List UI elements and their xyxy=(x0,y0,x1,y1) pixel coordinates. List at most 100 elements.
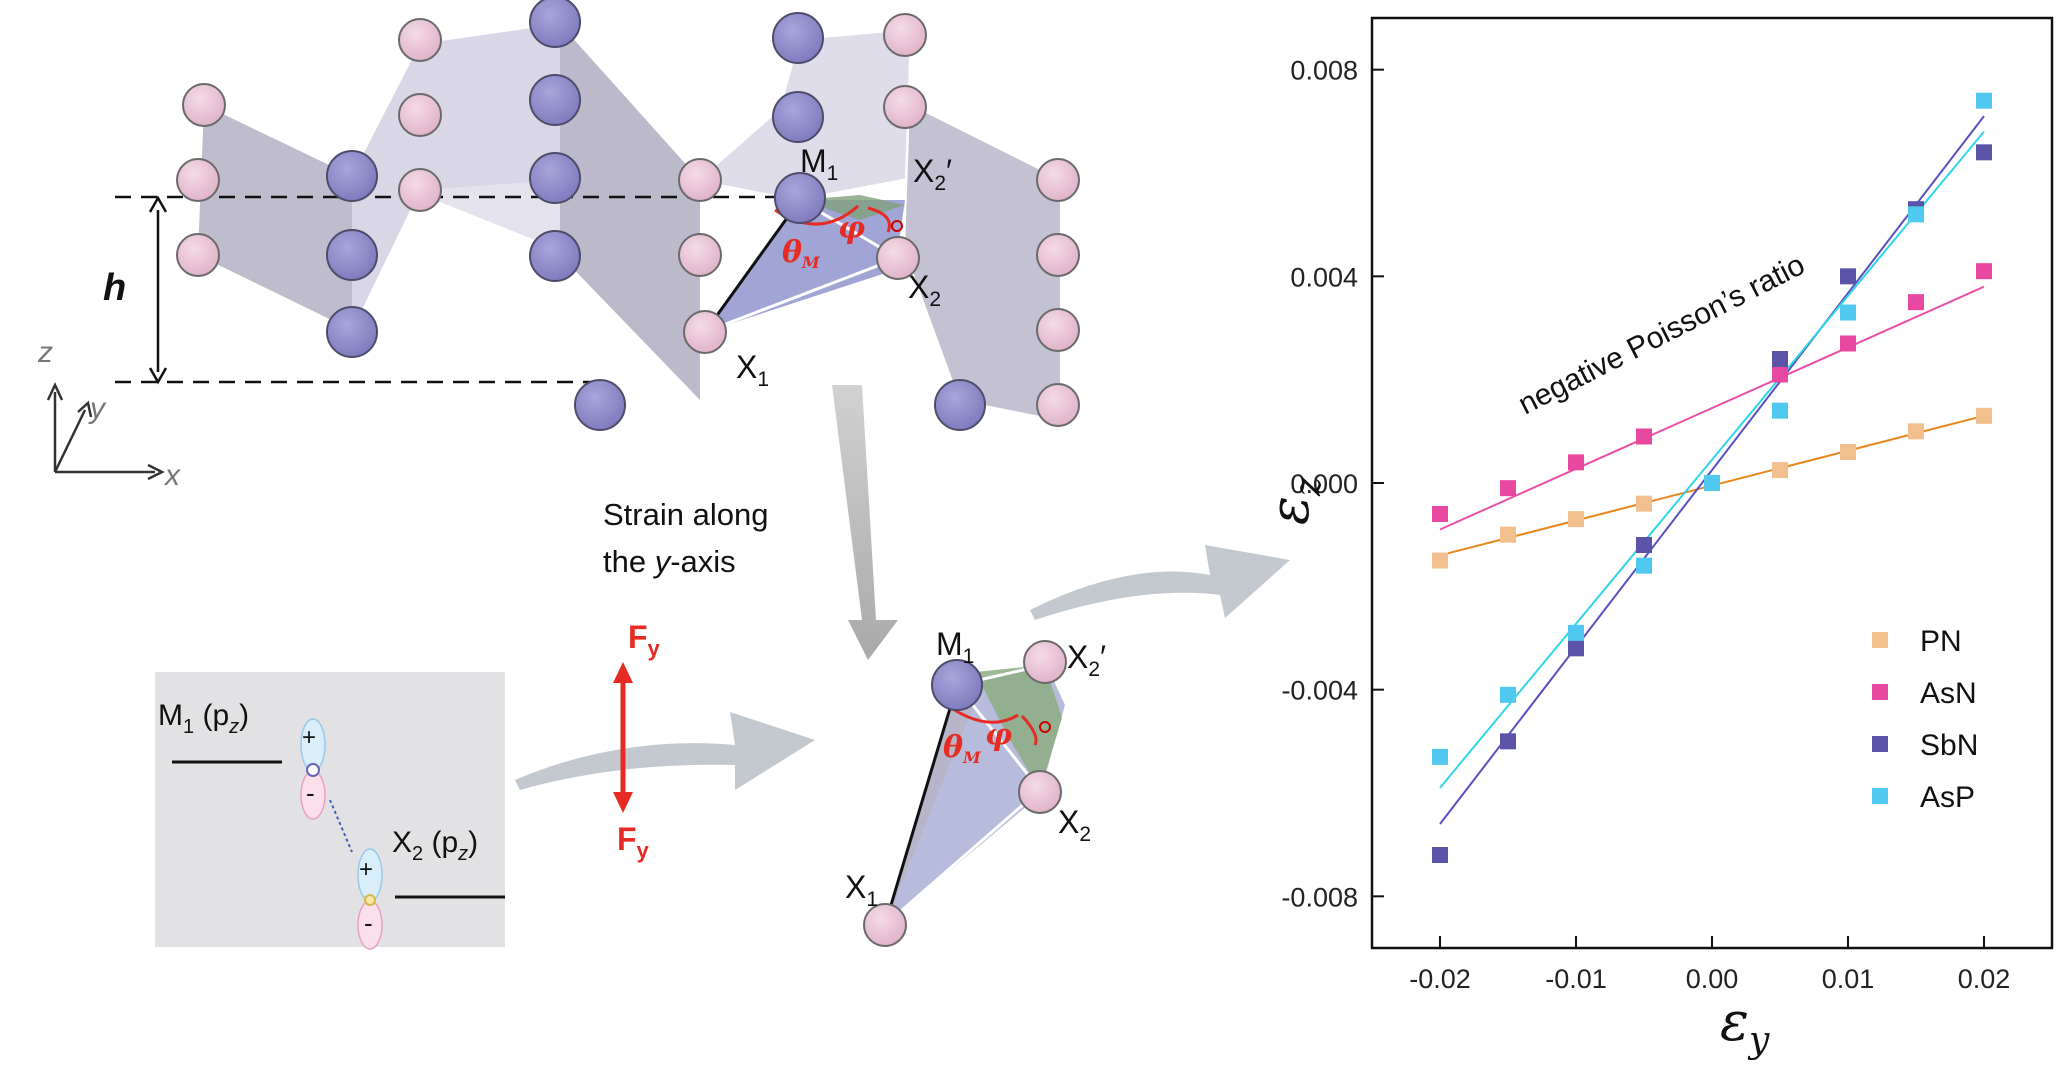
poisson-chart: -0.02 -0.01 0.00 0.01 0.02 0.008 0.004 0.000 -0.… xyxy=(1258,16,2054,1061)
data-point-sbn xyxy=(1432,847,1448,863)
strained-bond-x1-x2 xyxy=(884,788,1041,927)
label-m1: M1 xyxy=(800,143,838,185)
label-phi: φ xyxy=(838,211,865,246)
force-head-bottom xyxy=(613,792,633,813)
data-point-asn xyxy=(1568,454,1584,471)
force-label-top: Fy xyxy=(628,619,661,661)
nonmetal-atom xyxy=(182,83,226,127)
strained-nonmetal-atom-x1 xyxy=(863,903,907,947)
y-tick-label: 0.000 xyxy=(1290,469,1358,499)
x-axis-head xyxy=(147,463,165,481)
data-point-pn xyxy=(1908,423,1924,440)
x2-plus: + xyxy=(359,856,373,883)
chart-legend: PN AsN SbN AsP xyxy=(1872,625,1978,814)
polyhedron-face xyxy=(198,105,352,330)
legend-label-pn: PN xyxy=(1920,625,1962,658)
data-point-asp xyxy=(1636,557,1652,574)
legend-swatch-sbn xyxy=(1872,736,1888,752)
data-point-asp xyxy=(1772,402,1788,419)
nonmetal-atom xyxy=(398,93,442,137)
data-point-asp xyxy=(1704,475,1720,491)
metal-atom xyxy=(529,0,581,48)
crystal-structure-top: h M1 X2′ xyxy=(37,0,1080,492)
data-point-sbn xyxy=(1500,733,1516,750)
data-point-asn xyxy=(1772,366,1788,383)
data-point-pn xyxy=(1636,495,1652,512)
x-tick-label: 0.00 xyxy=(1686,964,1739,994)
nonmetal-atom xyxy=(883,85,927,129)
strained-bond-m1-x1 xyxy=(883,684,959,926)
strained-phi-arc xyxy=(1020,714,1038,746)
data-point-asn xyxy=(1432,506,1448,522)
data-point-pn xyxy=(1500,526,1516,543)
polyhedron-face xyxy=(800,195,905,220)
data-point-asn xyxy=(1500,480,1516,497)
data-point-sbn xyxy=(1568,640,1584,657)
y-axis-label: y xyxy=(88,392,107,425)
data-point-sbn xyxy=(1976,144,1992,161)
nonmetal-atom xyxy=(176,233,220,277)
strained-label-theta: θM xyxy=(943,730,982,767)
metal-atom xyxy=(326,306,378,358)
metal-atom xyxy=(326,150,378,202)
nonmetal-atom xyxy=(1036,158,1080,202)
fit-line-asp xyxy=(1439,131,1985,789)
metal-atom-m1 xyxy=(774,172,826,224)
legend-swatch-asp xyxy=(1872,788,1888,804)
nonmetal-atom-x1 xyxy=(683,310,727,354)
data-point-pn xyxy=(1432,552,1448,569)
strain-text: Strain along the y-axis xyxy=(603,497,777,579)
nonmetal-atom xyxy=(1036,383,1080,427)
data-point-asp xyxy=(1500,686,1516,703)
strained-metal-atom-m1 xyxy=(931,659,983,711)
phi-angle-arc xyxy=(867,206,891,233)
y-tick-label: 0.004 xyxy=(1290,262,1358,292)
z-axis-label: z xyxy=(37,336,53,369)
metal-atom xyxy=(934,379,986,431)
legend-label-asn: AsN xyxy=(1920,677,1977,710)
metal-atom xyxy=(529,74,581,126)
curved-arrow-to-chart xyxy=(1030,545,1290,620)
x-axis-title: εy xyxy=(1720,990,1770,1061)
metal-atom xyxy=(772,91,824,143)
m1-plus: + xyxy=(302,724,316,751)
label-x2-prime: X2′ xyxy=(913,153,952,195)
strained-nonmetal-atom-x2 xyxy=(1018,770,1062,814)
y-axis-title: εz xyxy=(1258,476,1329,525)
y-tick-label: 0.008 xyxy=(1290,56,1358,86)
nonmetal-atom xyxy=(883,13,927,57)
metal-atom xyxy=(574,379,626,431)
label-x1: X1 xyxy=(736,349,769,391)
data-point-asp xyxy=(1568,624,1584,641)
down-arrow xyxy=(832,385,898,660)
x-tick-label: 0.02 xyxy=(1958,964,2011,994)
data-point-asn xyxy=(1636,428,1652,445)
fit-line-sbn xyxy=(1439,115,1985,825)
data-point-pn xyxy=(1840,444,1856,460)
x2-minus: - xyxy=(364,908,373,938)
y-tick-label: -0.004 xyxy=(1281,676,1358,706)
strained-label-phi: φ xyxy=(985,718,1012,753)
nonmetal-atom xyxy=(678,158,722,202)
strained-angle-vertex xyxy=(1039,721,1051,733)
x-axis-label: x xyxy=(163,459,181,492)
metal-atom xyxy=(326,229,378,281)
data-point-asp xyxy=(1908,206,1924,223)
force-head-top xyxy=(613,662,633,683)
legend-swatch-asn xyxy=(1872,684,1888,700)
legend-label-sbn: SbN xyxy=(1920,729,1978,762)
strained-label-x2: X2 xyxy=(1058,804,1091,846)
y-axis-line xyxy=(53,409,87,473)
strained-label-m1: M1 xyxy=(936,626,974,668)
force-arrow: Fy Fy xyxy=(613,619,661,863)
x-tick-label: -0.02 xyxy=(1409,964,1471,994)
nonmetal-atom-x2 xyxy=(876,236,920,280)
nonmetal-atom xyxy=(678,233,722,277)
strained-structure: M1 X2′ X2 X1 θM φ xyxy=(845,626,1106,947)
orbital-box xyxy=(155,672,505,947)
legend-swatch-pn xyxy=(1872,632,1888,648)
strained-face-green xyxy=(975,665,1062,790)
legend-label-asp: AsP xyxy=(1920,781,1975,814)
label-theta: θM xyxy=(782,235,821,272)
